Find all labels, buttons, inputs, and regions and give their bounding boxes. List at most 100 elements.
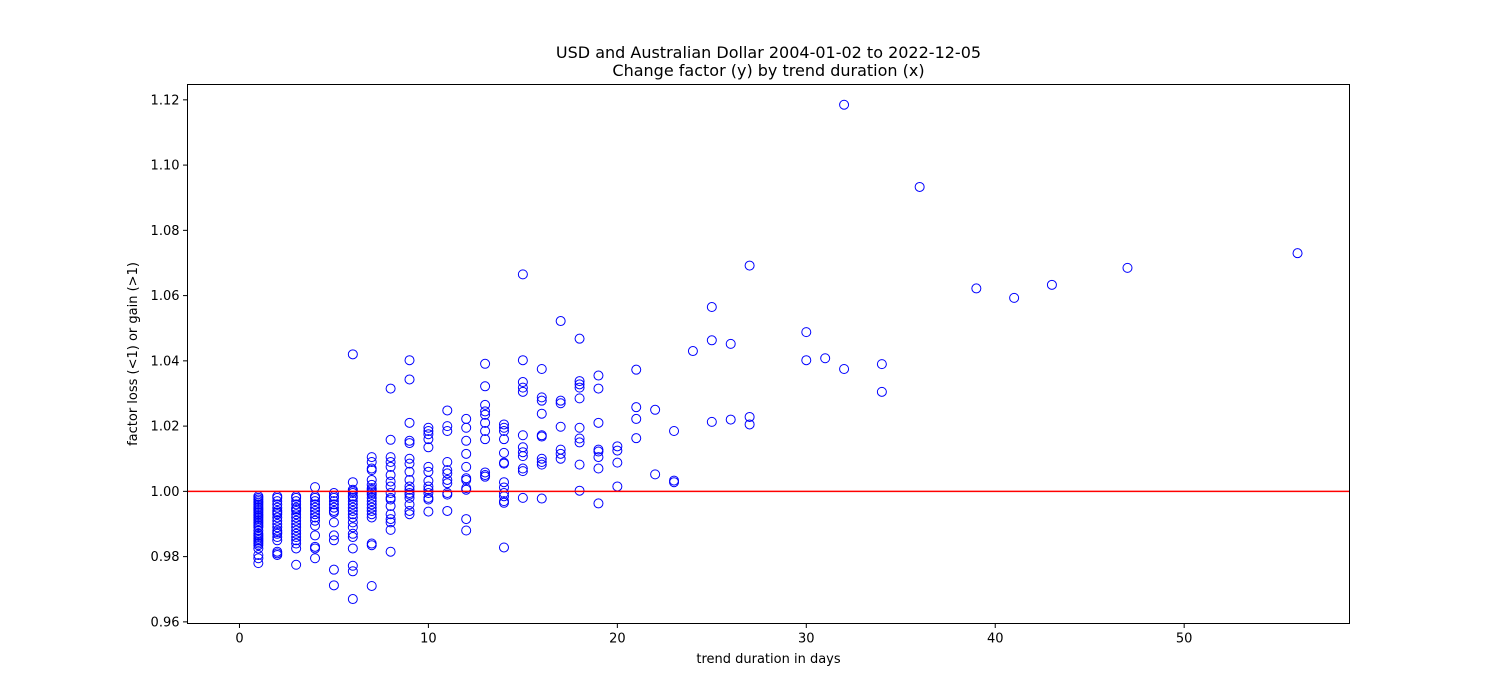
data-point [404, 466, 415, 477]
data-point [442, 465, 453, 476]
data-point [366, 489, 377, 500]
data-point [555, 395, 566, 406]
data-point [347, 496, 358, 507]
y-axis-label: factor loss (<1) or gain (>1) [126, 262, 141, 446]
y-tick-label: 1.10 [151, 159, 180, 174]
data-point [744, 260, 755, 271]
data-point [347, 522, 358, 533]
data-point [498, 447, 509, 458]
data-point [517, 430, 528, 441]
data-point [461, 461, 472, 472]
data-point [574, 459, 585, 470]
data-point [366, 452, 377, 463]
data-point [404, 374, 415, 385]
data-point [347, 502, 358, 513]
plot-frame [187, 84, 1350, 624]
data-point [328, 530, 339, 541]
data-point [328, 499, 339, 510]
data-point [272, 512, 283, 523]
data-point [404, 458, 415, 469]
data-point [291, 538, 302, 549]
data-point [593, 498, 604, 509]
data-point [253, 525, 264, 536]
data-point [366, 540, 377, 551]
y-tick-label: 1.08 [151, 224, 180, 239]
data-point [328, 535, 339, 546]
data-point [536, 457, 547, 467]
data-point [291, 505, 302, 516]
data-point [385, 546, 396, 557]
data-point [480, 406, 491, 417]
y-tick-label: 1.04 [151, 354, 180, 369]
data-point [272, 515, 283, 526]
data-point [442, 478, 453, 489]
data-point [423, 434, 434, 445]
data-point [423, 487, 434, 498]
data-point [820, 353, 831, 364]
data-point [272, 502, 283, 513]
data-point [461, 422, 472, 433]
data-point [347, 499, 358, 510]
data-point [423, 426, 434, 436]
data-point [480, 358, 491, 369]
data-point [310, 543, 321, 554]
x-tick-label: 10 [420, 632, 437, 647]
data-point [366, 465, 377, 476]
data-point [574, 376, 585, 387]
data-point [291, 515, 302, 526]
data-point [536, 493, 547, 504]
data-point [404, 499, 415, 510]
data-point [801, 355, 812, 366]
data-point [687, 346, 698, 357]
data-point [385, 383, 396, 394]
data-point [423, 461, 434, 472]
data-point [404, 484, 415, 495]
data-point [480, 381, 491, 392]
data-point [253, 543, 264, 554]
data-point [517, 382, 528, 393]
data-point [442, 505, 453, 516]
data-point [1046, 279, 1057, 290]
data-point [366, 479, 377, 490]
data-point [574, 379, 585, 390]
data-point [423, 442, 434, 453]
data-point [366, 474, 377, 485]
data-point [498, 487, 509, 498]
data-point [612, 457, 623, 468]
data-point [498, 422, 509, 433]
data-point [442, 468, 453, 479]
data-point [442, 489, 453, 500]
x-axis: 0 10 20 30 40 50 [235, 623, 1192, 647]
data-point [631, 402, 642, 413]
data-point [366, 580, 377, 591]
data-point [385, 501, 396, 512]
data-point [480, 471, 491, 482]
data-point [574, 433, 585, 444]
data-point [461, 474, 472, 485]
data-point [347, 543, 358, 554]
data-point [272, 518, 283, 529]
data-point [593, 417, 604, 428]
data-point [328, 496, 339, 507]
data-point [423, 422, 434, 433]
data-point [291, 499, 302, 510]
data-point [1292, 248, 1303, 259]
data-point [669, 477, 680, 488]
data-point [291, 518, 302, 529]
data-point [631, 413, 642, 424]
data-point [366, 505, 377, 516]
data-point [385, 524, 396, 535]
data-point [385, 509, 396, 520]
data-point [328, 507, 339, 518]
data-point [555, 398, 566, 409]
data-point [310, 520, 321, 531]
data-point [1009, 292, 1020, 303]
data-point [366, 492, 377, 503]
data-point [347, 594, 358, 605]
data-point [291, 509, 302, 520]
data-point [480, 399, 491, 410]
data-point [706, 335, 717, 346]
data-point [291, 522, 302, 533]
data-point [328, 492, 339, 503]
data-point [744, 411, 755, 422]
